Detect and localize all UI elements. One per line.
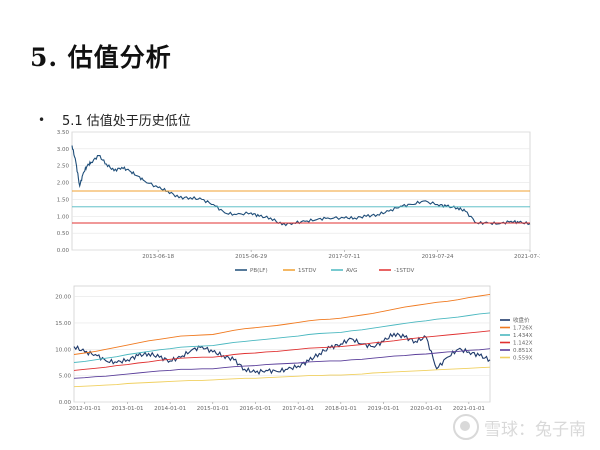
y-tick-label: 2.00 — [57, 181, 70, 187]
x-tick-label: 2019-01-01 — [367, 406, 399, 412]
y-tick-label: 15.00 — [55, 321, 71, 327]
y-tick-label: 2.50 — [57, 164, 70, 170]
x-tick-label: 2013-01-01 — [112, 406, 144, 412]
legend-label: -1STDV — [394, 268, 414, 274]
x-tick-label: 2019-07-24 — [422, 254, 454, 260]
y-tick-label: 3.00 — [57, 147, 70, 153]
x-tick-label: 2018-01-01 — [325, 406, 357, 412]
y-tick-label: 0.00 — [59, 400, 72, 406]
y-tick-label: 0.50 — [57, 231, 70, 237]
legend-label: 0.559X — [513, 356, 533, 362]
legend-label: PB(LF) — [250, 268, 268, 274]
y-tick-label: 1.00 — [57, 214, 70, 220]
y-tick-label: 0.00 — [57, 248, 70, 254]
series-line-1726X — [73, 293, 491, 355]
x-tick-label: 2021-07-30 — [514, 254, 540, 260]
x-tick-label: 2013-06-18 — [142, 254, 174, 260]
y-tick-label: 1.50 — [57, 197, 70, 203]
x-tick-label: 2021-01-01 — [453, 406, 485, 412]
y-tick-label: 20.00 — [55, 295, 71, 301]
legend-label: 0.851X — [513, 348, 533, 354]
legend-label: 1.434X — [513, 333, 533, 339]
series-line- — [73, 332, 491, 376]
slide-subtitle: 5.1 估值处于历史低位 — [62, 114, 191, 129]
series-line-0559X — [73, 366, 491, 388]
x-tick-label: 2016-01-01 — [239, 406, 271, 412]
watermark: 雪球：兔子南 — [453, 414, 586, 440]
series-line-0851X — [73, 348, 491, 379]
snowball-logo-icon — [453, 414, 479, 440]
x-tick-label: 2015-01-01 — [197, 406, 229, 412]
series-line-1142X — [73, 330, 491, 371]
bullet-marker: • — [38, 113, 46, 127]
x-tick-label: 2020-01-01 — [410, 406, 442, 412]
x-tick-label: 2015-06-29 — [235, 254, 267, 260]
x-tick-label: 2017-07-11 — [328, 254, 360, 260]
legend-label: AVG — [346, 268, 357, 274]
pb-band-chart: 0.00 0.50 1.00 1.50 2.00 2.50 3.00 3.50 2013-06-… — [57, 130, 540, 274]
legend-label: 1STDV — [298, 268, 316, 274]
y-tick-label: 3.50 — [57, 130, 70, 136]
legend-label: 1.142X — [513, 341, 533, 347]
x-tick-label: 2014-01-01 — [154, 406, 186, 412]
x-tick-label: 2017-01-01 — [282, 406, 314, 412]
legend-label: 1.726X — [513, 326, 533, 332]
series-line-1434X — [73, 312, 491, 363]
watermark-text: 雪球：兔子南 — [484, 419, 586, 440]
slide-title: 5. 估值分析 — [30, 43, 172, 72]
x-tick-label: 2012-01-01 — [69, 406, 101, 412]
legend-label: 收盘价 — [513, 316, 530, 324]
y-tick-label: 5.00 — [59, 374, 72, 380]
y-tick-label: 10.00 — [55, 347, 71, 353]
series-line-PBLF — [71, 145, 531, 227]
price-band-chart: 0.00 5.00 10.00 15.00 20.00 2012-01-01 2013-01… — [55, 285, 533, 412]
